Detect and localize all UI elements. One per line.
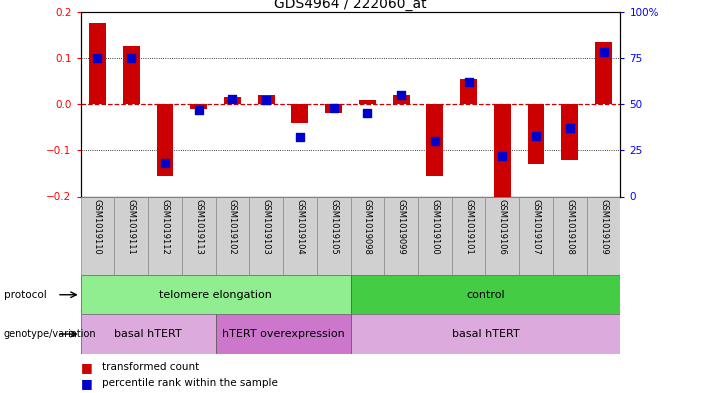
- Text: percentile rank within the sample: percentile rank within the sample: [102, 378, 278, 388]
- Bar: [216, 196, 250, 275]
- Text: telomere elongation: telomere elongation: [159, 290, 272, 300]
- Bar: [81, 196, 114, 275]
- Text: GSM1019100: GSM1019100: [430, 199, 440, 255]
- Text: GSM1019108: GSM1019108: [565, 199, 574, 255]
- Bar: [519, 196, 553, 275]
- Bar: [494, 104, 511, 201]
- Text: GSM1019111: GSM1019111: [127, 199, 136, 255]
- Bar: [81, 314, 216, 354]
- Bar: [81, 275, 350, 314]
- Text: genotype/variation: genotype/variation: [4, 329, 96, 339]
- Bar: [89, 23, 106, 104]
- Point: [497, 153, 508, 159]
- Point: [362, 110, 373, 116]
- Bar: [426, 104, 443, 176]
- Text: GSM1019110: GSM1019110: [93, 199, 102, 255]
- Point: [395, 92, 407, 98]
- Bar: [123, 46, 139, 104]
- Bar: [148, 196, 182, 275]
- Text: hTERT overexpression: hTERT overexpression: [222, 329, 344, 339]
- Bar: [258, 95, 275, 104]
- Bar: [250, 196, 283, 275]
- Bar: [350, 196, 384, 275]
- Bar: [224, 97, 241, 104]
- Point: [429, 138, 440, 144]
- Point: [531, 132, 542, 139]
- Text: basal hTERT: basal hTERT: [114, 329, 182, 339]
- Bar: [562, 104, 578, 160]
- Text: GSM1019103: GSM1019103: [261, 199, 271, 255]
- Bar: [418, 196, 451, 275]
- Text: GSM1019101: GSM1019101: [464, 199, 473, 255]
- Bar: [384, 196, 418, 275]
- Point: [463, 79, 474, 85]
- Point: [92, 55, 103, 61]
- Point: [125, 55, 137, 61]
- Text: GSM1019107: GSM1019107: [531, 199, 540, 255]
- Title: GDS4964 / 222060_at: GDS4964 / 222060_at: [274, 0, 427, 11]
- Point: [193, 107, 204, 113]
- Bar: [114, 196, 148, 275]
- Point: [328, 105, 339, 111]
- Bar: [393, 95, 409, 104]
- Bar: [485, 196, 519, 275]
- Text: GSM1019099: GSM1019099: [397, 199, 406, 255]
- Bar: [182, 196, 216, 275]
- Point: [159, 160, 170, 166]
- Bar: [350, 275, 620, 314]
- Text: GSM1019109: GSM1019109: [599, 199, 608, 255]
- Bar: [190, 104, 207, 109]
- Bar: [460, 79, 477, 104]
- Text: GSM1019104: GSM1019104: [295, 199, 304, 255]
- Bar: [325, 104, 342, 113]
- Bar: [216, 314, 350, 354]
- Point: [261, 97, 272, 104]
- Bar: [595, 42, 612, 104]
- Bar: [587, 196, 620, 275]
- Point: [227, 95, 238, 102]
- Text: ■: ■: [81, 376, 93, 390]
- Text: control: control: [466, 290, 505, 300]
- Text: protocol: protocol: [4, 290, 46, 300]
- Text: GSM1019102: GSM1019102: [228, 199, 237, 255]
- Text: basal hTERT: basal hTERT: [451, 329, 519, 339]
- Bar: [528, 104, 545, 164]
- Point: [598, 49, 609, 55]
- Point: [564, 125, 576, 131]
- Bar: [283, 196, 317, 275]
- Text: GSM1019098: GSM1019098: [363, 199, 372, 255]
- Text: GSM1019106: GSM1019106: [498, 199, 507, 255]
- Text: transformed count: transformed count: [102, 362, 199, 373]
- Bar: [156, 104, 173, 176]
- Point: [294, 134, 306, 141]
- Text: GSM1019105: GSM1019105: [329, 199, 338, 255]
- Bar: [317, 196, 350, 275]
- Bar: [451, 196, 485, 275]
- Text: GSM1019113: GSM1019113: [194, 199, 203, 255]
- Bar: [359, 99, 376, 104]
- Bar: [350, 314, 620, 354]
- Bar: [292, 104, 308, 123]
- Bar: [553, 196, 587, 275]
- Text: ■: ■: [81, 361, 93, 374]
- Text: GSM1019112: GSM1019112: [161, 199, 170, 255]
